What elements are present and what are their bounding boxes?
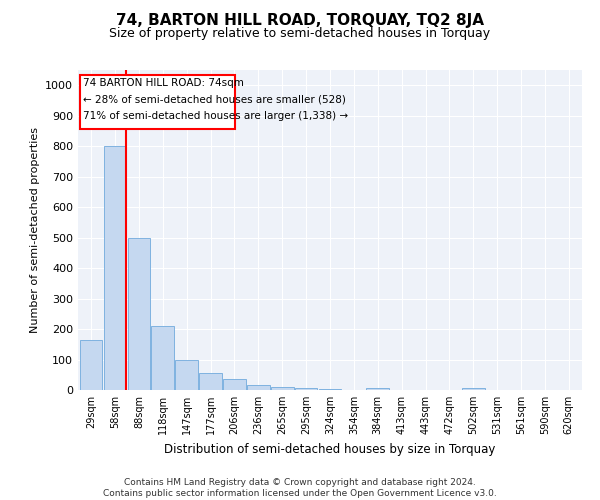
Text: Contains HM Land Registry data © Crown copyright and database right 2024.
Contai: Contains HM Land Registry data © Crown c… xyxy=(103,478,497,498)
FancyBboxPatch shape xyxy=(80,74,235,130)
Bar xyxy=(128,238,150,390)
Bar xyxy=(367,388,389,390)
Bar xyxy=(247,386,269,390)
Bar xyxy=(271,387,293,390)
Text: ← 28% of semi-detached houses are smaller (528): ← 28% of semi-detached houses are smalle… xyxy=(83,95,346,105)
Text: 74, BARTON HILL ROAD, TORQUAY, TQ2 8JA: 74, BARTON HILL ROAD, TORQUAY, TQ2 8JA xyxy=(116,12,484,28)
Text: 74 BARTON HILL ROAD: 74sqm: 74 BARTON HILL ROAD: 74sqm xyxy=(83,78,244,88)
Bar xyxy=(199,373,222,390)
Text: 71% of semi-detached houses are larger (1,338) →: 71% of semi-detached houses are larger (… xyxy=(83,112,349,122)
Bar xyxy=(223,380,246,390)
Bar xyxy=(151,326,174,390)
Bar xyxy=(80,340,103,390)
Text: Size of property relative to semi-detached houses in Torquay: Size of property relative to semi-detach… xyxy=(109,28,491,40)
Bar xyxy=(104,146,127,390)
Bar xyxy=(462,388,485,390)
Y-axis label: Number of semi-detached properties: Number of semi-detached properties xyxy=(29,127,40,333)
Bar xyxy=(175,360,198,390)
X-axis label: Distribution of semi-detached houses by size in Torquay: Distribution of semi-detached houses by … xyxy=(164,442,496,456)
Bar xyxy=(295,388,317,390)
